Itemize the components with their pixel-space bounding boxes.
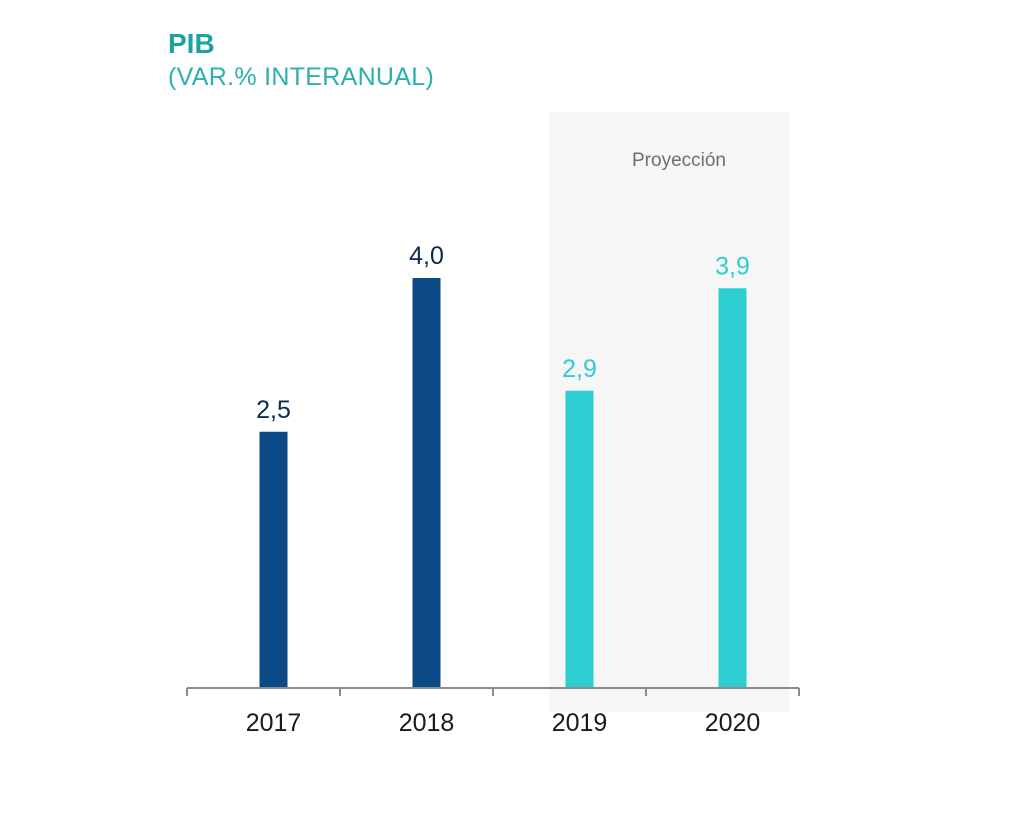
- x-tick-label-2020: 2020: [705, 709, 761, 737]
- x-axis: [186, 687, 800, 696]
- bar-2019: [565, 390, 594, 688]
- projection-annotation: Proyección: [632, 150, 726, 171]
- x-tick-label-2018: 2018: [399, 709, 455, 737]
- bar-2018: [412, 278, 441, 688]
- x-tick-label-2017: 2017: [246, 709, 302, 737]
- chart-subtitle: (VAR.% INTERANUAL): [168, 63, 435, 91]
- labels-layer: Proyección 2,5 2017 4,0 2018 2,9 2019 3,9 2020: [246, 150, 761, 737]
- bar-2020: [718, 288, 747, 688]
- data-label-2018: 4,0: [409, 242, 444, 270]
- data-label-2019: 2,9: [562, 355, 597, 383]
- bars-layer: [259, 278, 747, 688]
- x-tick-label-2019: 2019: [552, 709, 608, 737]
- bar-2017: [259, 431, 288, 688]
- data-label-2020: 3,9: [715, 252, 750, 280]
- data-label-2017: 2,5: [256, 396, 291, 424]
- chart-title: PIB: [168, 28, 215, 59]
